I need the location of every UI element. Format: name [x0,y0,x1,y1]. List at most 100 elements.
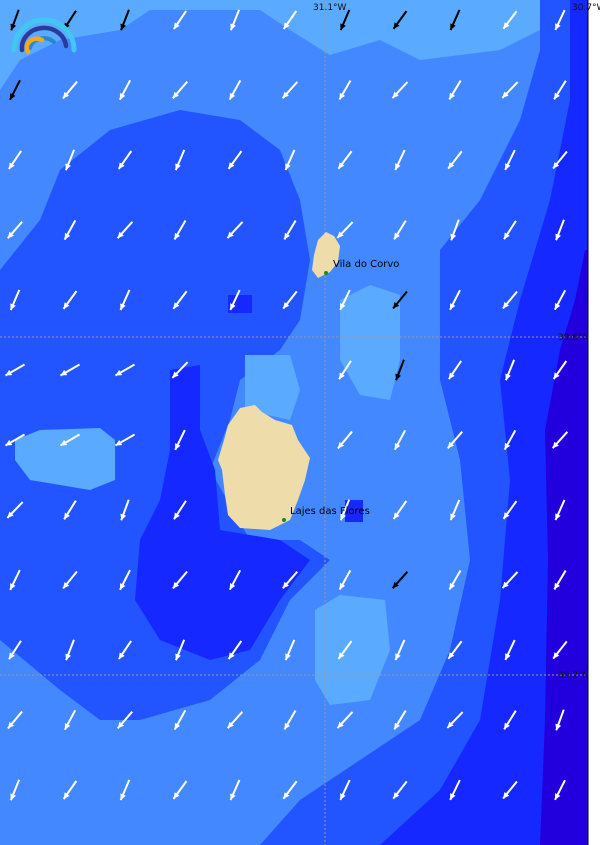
wind-arrow-icon [173,500,187,520]
wind-arrow-icon [59,433,81,447]
wind-arrow-icon [174,149,186,171]
wind-arrow-icon [554,9,566,31]
wind-arrow-icon [228,79,242,101]
wind-arrow-icon [449,499,461,521]
wind-arrow-icon [282,290,298,310]
wind-arrow-icon [336,711,354,729]
wind-arrow-icon [338,360,352,380]
wind-arrow-icon [118,79,132,101]
wind-arrow-icon [226,711,244,729]
wind-arrow-icon [119,569,131,591]
wind-arrow-icon [173,10,187,30]
wind-arrow-icon [118,640,132,660]
wind-arrow-icon [502,500,518,520]
wind-arrow-icon [63,219,77,241]
wind-arrow-icon [395,359,405,381]
wind-arrow-icon [337,430,353,450]
wind-arrow-icon [337,640,353,660]
longitude-label: 31.1°W [313,3,347,13]
wind-arrow-icon [59,363,81,377]
wind-arrow-icon [6,501,24,519]
wind-arrow-icon [7,221,23,239]
wind-arrow-icon [448,569,462,591]
wind-arrow-icon [394,639,406,661]
wind-arrow-icon [172,81,188,99]
wind-arrow-icon [447,431,463,449]
wind-arrow-icon [114,433,136,447]
wind-arrow-icon [502,780,518,800]
zone-light-bottom [315,595,390,705]
wind-arrow-icon [555,219,565,241]
wind-arrow-icon [9,79,21,101]
wind-arrow-icon [284,639,296,661]
wind-arrow-icon [551,431,569,449]
town-marker [282,518,286,522]
wind-arrow-icon [62,780,78,800]
wind-arrow-icon [174,639,186,661]
wind-arrow-icon [338,569,352,591]
wind-arrow-icon [174,429,186,451]
wind-arrow-icon [450,219,460,241]
wind-arrow-icon [501,571,519,589]
wind-arrow-icon [283,709,297,731]
wind-arrow-icon [503,710,517,730]
wind-arrow-icon [552,360,568,380]
wind-arrow-icon [114,363,136,377]
wind-arrow-icon [394,149,406,171]
place-label-lajes-das-flores: Lajes das Flores [290,506,370,517]
wind-arrow-icon [504,149,516,171]
wind-arrow-icon [337,150,353,170]
wind-arrow-icon [227,640,243,660]
wind-arrow-icon [338,79,352,101]
wind-arrow-icon [448,80,462,100]
wind-arrow-icon [8,640,22,660]
wind-arrow-icon [229,779,241,801]
wind-arrow-icon [339,9,351,31]
zone-darkest-right [540,250,588,845]
wind-arrow-icon [120,9,130,31]
zone-dark-patch [228,295,252,313]
wind-arrow-icon [9,569,21,591]
wind-arrow-icon [504,639,516,661]
wind-arrow-icon [553,570,567,590]
wind-arrow-icon [229,289,241,311]
wind-arrow-icon [392,500,408,520]
wind-arrow-icon [116,221,134,239]
wind-arrow-icon [226,221,244,239]
wind-arrow-icon [503,220,517,240]
wind-arrow-icon [449,9,461,31]
wind-arrow-icon [65,639,75,661]
wind-arrow-icon [339,289,351,311]
wind-arrow-icon [119,779,131,801]
wind-arrow-icon [117,150,133,170]
wind-arrow-icon [504,359,516,381]
wind-arrow-icon [9,779,21,801]
wind-arrow-icon [339,499,351,521]
wind-arrow-icon [64,149,76,171]
wind-arrow-icon [10,9,20,31]
wind-arrow-icon [553,289,567,311]
wind-arrow-icon [391,571,409,589]
wind-arrow-icon [172,290,188,310]
zone-dark-center [135,365,310,660]
wind-arrow-icon [8,150,22,170]
zone-light-left [15,428,115,490]
wind-arrow-icon [4,363,26,377]
wind-arrow-icon [282,780,298,800]
wind-arrow-icon [447,150,463,170]
wind-arrow-icon [393,710,407,730]
wind-arrows [4,9,569,801]
town-marker [324,271,328,275]
longitude-label: 30.7°W [572,3,600,13]
wind-arrow-icon [173,219,187,241]
island-flores [218,405,310,530]
wind-arrow-icon [554,779,566,801]
wind-arrow-icon [63,500,77,520]
island-corvo [312,232,340,278]
wind-arrow-icon [552,640,568,660]
wind-arrow-icon [171,361,189,379]
wind-arrow-icon [4,433,26,447]
wind-arrow-icon [446,711,464,729]
